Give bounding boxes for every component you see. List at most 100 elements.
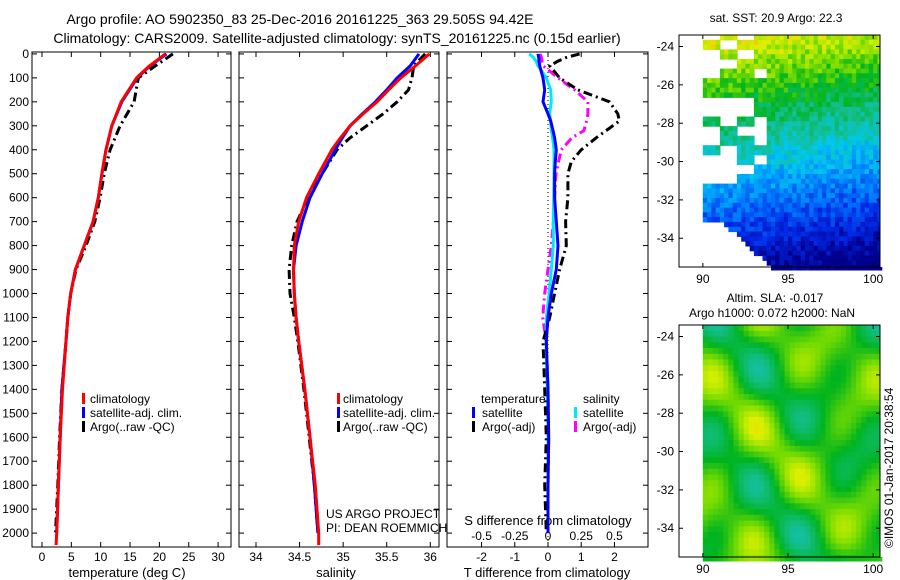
map-cell bbox=[845, 371, 852, 378]
map-cell bbox=[749, 245, 755, 252]
map-cell bbox=[843, 154, 849, 161]
map-cell bbox=[826, 198, 832, 204]
map-cell bbox=[736, 68, 742, 74]
map-cell bbox=[771, 154, 776, 161]
map-cell bbox=[783, 226, 789, 233]
map-cell bbox=[817, 164, 823, 170]
map-cell bbox=[753, 543, 760, 550]
map-cell bbox=[713, 359, 719, 366]
map-cell bbox=[871, 503, 878, 510]
map-cell bbox=[851, 245, 857, 252]
map-cell bbox=[792, 265, 798, 271]
map-cell bbox=[835, 497, 842, 504]
map-cell bbox=[702, 537, 709, 545]
map-cell bbox=[745, 178, 751, 185]
map-cell bbox=[822, 188, 827, 194]
map-cell bbox=[769, 480, 775, 487]
map-cell bbox=[784, 463, 791, 470]
map-cell bbox=[825, 526, 832, 533]
map-cell bbox=[839, 265, 844, 271]
map-cell bbox=[845, 336, 852, 343]
map-cell bbox=[796, 221, 802, 228]
map-cell bbox=[789, 451, 796, 458]
map-cell bbox=[864, 63, 870, 70]
map-cell bbox=[805, 532, 811, 539]
map-cell bbox=[783, 78, 789, 84]
map-cell bbox=[805, 399, 811, 407]
map-cell bbox=[860, 39, 866, 46]
map-cell bbox=[794, 503, 801, 510]
map-cell bbox=[834, 87, 840, 94]
lon-tick-label: 90 bbox=[696, 562, 710, 576]
map-cell bbox=[766, 44, 772, 50]
map-cell bbox=[830, 486, 837, 493]
map-cell bbox=[813, 255, 819, 261]
map-cell bbox=[826, 250, 832, 257]
map-cell bbox=[708, 549, 714, 556]
map-cell bbox=[851, 428, 857, 435]
map-cell bbox=[792, 178, 798, 185]
map-cell bbox=[799, 348, 806, 355]
map-cell bbox=[815, 371, 821, 378]
map-cell bbox=[843, 188, 849, 194]
map-cell bbox=[708, 325, 714, 332]
map-cell bbox=[764, 486, 770, 493]
map-cell bbox=[707, 202, 712, 209]
map-cell bbox=[815, 514, 821, 522]
map-cell bbox=[796, 44, 802, 50]
map-cell bbox=[847, 59, 853, 65]
map-cell bbox=[708, 422, 714, 430]
map-cell bbox=[851, 116, 857, 122]
map-cell bbox=[783, 140, 789, 146]
map-cell bbox=[723, 348, 729, 355]
map-cell bbox=[762, 63, 768, 70]
map-cell bbox=[817, 92, 823, 98]
map-cell bbox=[820, 468, 827, 476]
map-cell bbox=[733, 405, 740, 412]
map-cell bbox=[826, 111, 832, 118]
map-cell bbox=[762, 217, 768, 223]
map-cell bbox=[764, 537, 770, 545]
map-cell bbox=[779, 140, 785, 146]
map-cell bbox=[799, 353, 806, 361]
map-cell bbox=[851, 325, 857, 332]
map-cell bbox=[839, 126, 844, 132]
map-cell bbox=[860, 164, 866, 170]
map-cell bbox=[758, 111, 764, 118]
map-cell bbox=[876, 336, 883, 343]
map-cell bbox=[732, 87, 738, 94]
map-cell bbox=[723, 520, 729, 527]
map-cell bbox=[774, 451, 781, 458]
legend-label: climatology bbox=[90, 392, 150, 406]
map-cell bbox=[764, 371, 770, 378]
map-cell bbox=[732, 130, 738, 137]
legend-label: satellite-adj. clim. bbox=[343, 406, 435, 420]
map-cell bbox=[861, 371, 867, 378]
map-cell bbox=[856, 428, 862, 435]
map-cell bbox=[708, 388, 714, 395]
map-cell bbox=[779, 159, 785, 165]
map-cell bbox=[817, 102, 823, 108]
map-cell bbox=[800, 178, 806, 185]
map-cell bbox=[871, 348, 878, 355]
map-cell bbox=[805, 463, 811, 470]
map-cell bbox=[840, 497, 847, 504]
map-cell bbox=[779, 486, 786, 493]
map-cell bbox=[792, 174, 798, 180]
map-cell bbox=[830, 116, 836, 122]
map-cell bbox=[728, 49, 734, 55]
map-cell bbox=[758, 54, 764, 60]
map-cell bbox=[792, 236, 798, 242]
map-cell bbox=[876, 399, 883, 407]
map-cell bbox=[711, 202, 717, 209]
map-cell bbox=[860, 116, 866, 122]
map-cell bbox=[732, 82, 738, 89]
map-cell bbox=[779, 422, 786, 430]
map-cell bbox=[813, 198, 819, 204]
map-cell bbox=[743, 445, 750, 453]
map-cell bbox=[864, 178, 870, 185]
map-cell bbox=[799, 537, 806, 545]
map-cell bbox=[736, 121, 742, 127]
map-cell bbox=[759, 348, 765, 355]
map-cell bbox=[847, 150, 853, 156]
